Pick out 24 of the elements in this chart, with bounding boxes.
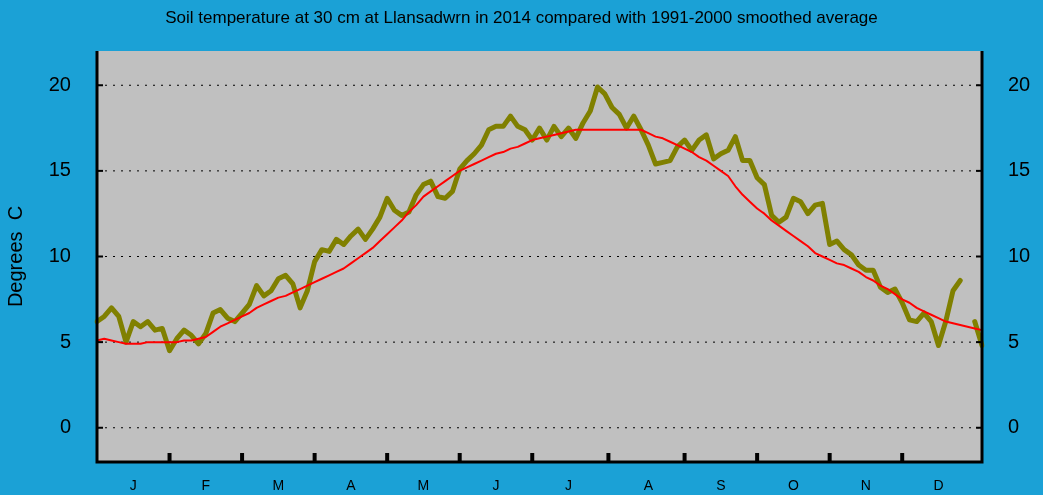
- y-tick-label: 5: [59, 329, 71, 352]
- x-tick-label: J: [129, 477, 137, 494]
- x-tick-label: J: [565, 477, 573, 494]
- x-tick-label: O: [787, 477, 799, 494]
- y-tick-label: 0: [59, 415, 71, 438]
- x-tick-label: A: [346, 477, 357, 494]
- y2-tick-label: 5: [1008, 329, 1020, 352]
- x-tick-label: J: [492, 477, 500, 494]
- y2-tick-label: 0: [1008, 415, 1020, 438]
- x-tick-label: A: [643, 477, 654, 494]
- chart-title: Soil temperature at 30 cm at Llansadwrn in 2014 compared with 1991-2000 smoothed average: [165, 7, 878, 27]
- x-tick-label: F: [201, 477, 211, 494]
- x-tick-label: D: [933, 477, 944, 494]
- y2-tick-label: 15: [1008, 158, 1031, 181]
- y-tick-label: 20: [48, 72, 71, 95]
- y2-tick-label: 20: [1008, 72, 1031, 95]
- x-tick-label: M: [272, 477, 285, 494]
- y-axis-title: Degrees C: [3, 205, 26, 308]
- y-tick-label: 10: [48, 244, 71, 267]
- x-tick-label: N: [860, 477, 871, 494]
- y2-tick-label: 10: [1008, 244, 1031, 267]
- x-tick-label: S: [716, 477, 726, 494]
- x-tick-label: M: [417, 477, 430, 494]
- y-tick-label: 15: [48, 158, 71, 181]
